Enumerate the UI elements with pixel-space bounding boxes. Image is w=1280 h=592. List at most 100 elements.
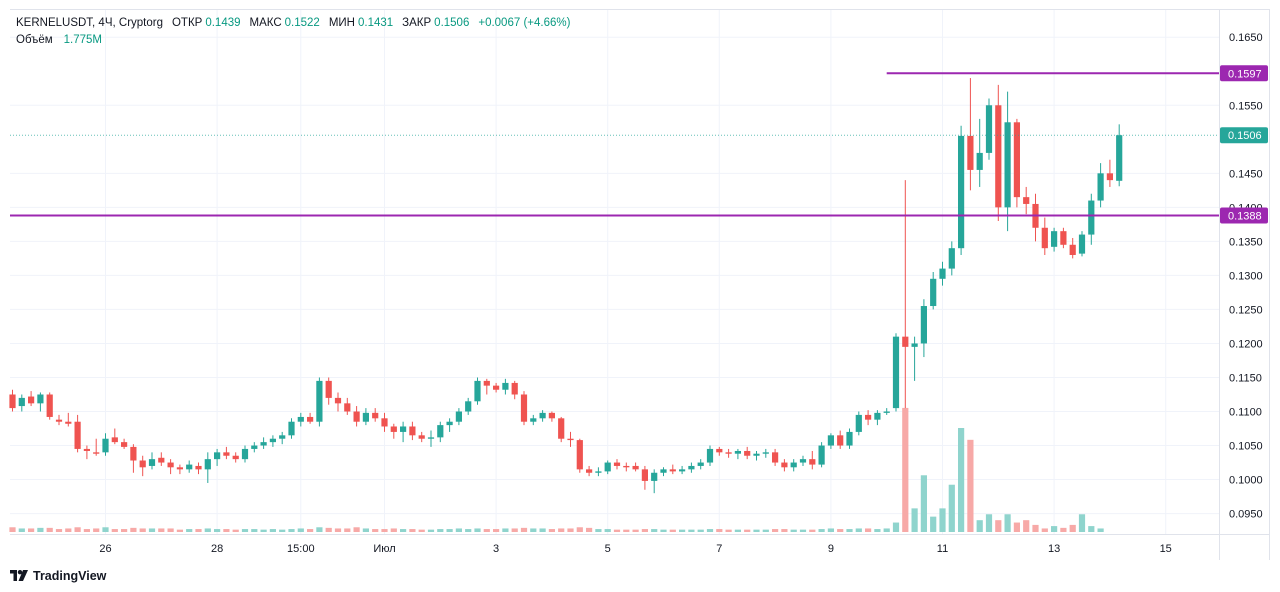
volume-bar: [204, 528, 211, 532]
volume-bar: [706, 529, 714, 532]
candle-body: [725, 452, 732, 454]
candle: [37, 392, 44, 412]
time-axis[interactable]: 26 28 15:00 Июл 3 5 7 9 11 13 15: [99, 543, 1171, 555]
volume-bar: [679, 529, 686, 532]
volume-bar: [1051, 526, 1058, 532]
candle: [548, 411, 555, 422]
candle-body: [1051, 231, 1058, 247]
candle-body: [781, 462, 788, 468]
price-axis[interactable]: 0.16500.15500.14500.14000.13500.13000.12…: [1220, 32, 1268, 521]
candle: [706, 445, 714, 466]
candle-body: [697, 462, 704, 466]
volume-bar: [520, 527, 528, 532]
candle-body: [520, 394, 528, 422]
volume-bar: [883, 528, 890, 532]
candle: [613, 459, 621, 470]
candle: [939, 261, 946, 286]
candle-body: [530, 418, 537, 422]
volume-bar: [483, 529, 490, 532]
candle-body: [744, 450, 751, 456]
legend-volume-label[interactable]: Объём: [16, 34, 53, 46]
candle-body: [958, 135, 965, 249]
time-tick-label: 15:00: [287, 543, 315, 555]
candle: [1004, 91, 1011, 232]
candle: [809, 450, 816, 470]
tradingview-brand[interactable]: TradingView: [10, 569, 106, 583]
volume-bar: [325, 527, 332, 532]
candle: [1088, 193, 1095, 245]
candle-body: [316, 380, 323, 422]
candle-body: [883, 411, 890, 413]
volume-bar: [372, 529, 379, 532]
candle-body: [353, 411, 360, 422]
legend-symbol[interactable]: KERNELUSDT, 4Ч, Cryptorg: [16, 17, 163, 29]
legend-volume-value: 1.775M: [63, 34, 102, 46]
volume-bar: [920, 475, 927, 532]
candle-body: [223, 452, 230, 456]
volume-bar: [1069, 524, 1076, 532]
time-tick-label: 28: [211, 543, 223, 555]
candle: [9, 389, 16, 412]
candle-body: [307, 416, 314, 422]
candle: [892, 333, 900, 412]
volume-bar: [753, 529, 760, 532]
price-tick-label: 0.1200: [1229, 338, 1263, 350]
volume-bar: [74, 527, 81, 532]
candle: [716, 446, 723, 456]
candle: [437, 421, 444, 443]
volume-bar: [576, 527, 583, 532]
candle-body: [734, 450, 741, 454]
candle-body: [892, 336, 900, 409]
volume-bar: [548, 529, 555, 532]
time-tick-label: 3: [493, 543, 499, 555]
horizontal-line-label: 0.1388: [1228, 211, 1262, 223]
candle: [911, 336, 918, 381]
volume-bar: [37, 527, 44, 532]
candle: [930, 272, 937, 310]
horizontal-lines[interactable]: [10, 72, 1219, 217]
candle-body: [511, 382, 518, 395]
candle-body: [1013, 122, 1020, 198]
candle: [772, 448, 779, 466]
candle: [381, 412, 388, 432]
volume-bar: [902, 407, 909, 532]
candle: [632, 462, 639, 472]
volume-bar: [18, 528, 25, 532]
volume-bar: [427, 529, 435, 532]
volume-bar: [223, 529, 230, 532]
volume-bar: [744, 529, 751, 532]
candle-body: [167, 462, 174, 468]
candle-body: [437, 425, 444, 438]
candle-body: [920, 306, 927, 344]
legend-ohlc-row: KERNELUSDT, 4Ч, Cryptorg ОТКР 0.1439 МАК…: [16, 15, 576, 32]
price-tick-label: 0.0950: [1229, 509, 1263, 521]
candle-body: [362, 412, 369, 422]
candle-body: [260, 442, 267, 446]
candle: [530, 414, 537, 426]
volume-bar: [111, 529, 118, 532]
tradingview-logo-icon: [10, 570, 28, 581]
volume-bar: [195, 529, 202, 532]
candle-body: [1106, 173, 1113, 181]
volume-bar: [865, 528, 872, 532]
candle: [576, 438, 583, 473]
candle: [288, 418, 295, 439]
candle-body: [604, 462, 611, 472]
chart-legend: KERNELUSDT, 4Ч, Cryptorg ОТКР 0.1439 МАК…: [16, 15, 576, 49]
volume-bar: [9, 527, 16, 532]
candle: [827, 433, 834, 449]
candle-body: [288, 421, 295, 436]
candle-body: [809, 459, 816, 465]
volume-bar: [28, 528, 35, 532]
candle: [1078, 231, 1086, 257]
candle: [316, 377, 323, 427]
candle: [651, 469, 658, 494]
candle: [186, 460, 193, 473]
candle-body: [83, 448, 90, 451]
volume-bar: [455, 528, 462, 532]
candle: [325, 377, 332, 405]
volume-bar: [530, 528, 537, 532]
volume-bar: [297, 528, 304, 532]
volume-bar: [139, 528, 146, 532]
